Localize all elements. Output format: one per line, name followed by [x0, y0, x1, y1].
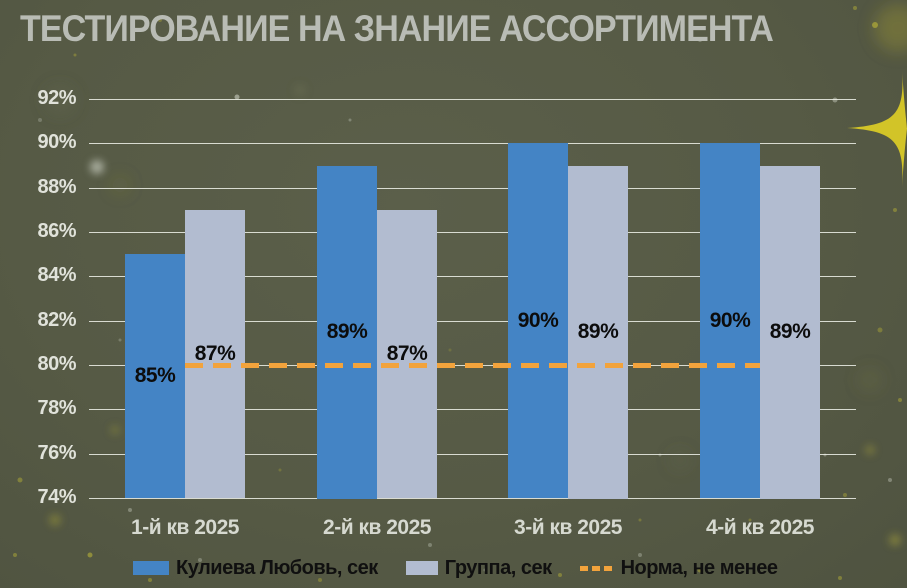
- bar-value-label: 89%: [326, 320, 368, 343]
- norm-target-line: [185, 363, 760, 368]
- gridline-74: [89, 498, 856, 499]
- bar-primary-q2: [317, 166, 377, 499]
- gridline-90: [89, 143, 856, 144]
- gridline-76: [89, 454, 856, 455]
- y-axis-tick-label: 82%: [37, 309, 76, 331]
- legend-item: Норма, не менее: [579, 556, 778, 580]
- legend-color-swatch: [133, 561, 169, 575]
- bar-primary-q1: [125, 254, 185, 498]
- bar-value-label: 87%: [194, 342, 236, 365]
- x-axis-category-label: 1-й кв 2025: [131, 516, 239, 539]
- bar-value-label: 89%: [769, 320, 811, 343]
- x-axis-category-label: 3-й кв 2025: [514, 516, 622, 539]
- chart-legend: Кулиева Любовь, сек Группа, сек Норма, не …: [133, 553, 778, 583]
- legend-label: Норма, не менее: [620, 556, 778, 579]
- y-axis-tick-label: 88%: [37, 176, 76, 198]
- bar-value-label: 89%: [577, 320, 619, 343]
- legend-item: Группа, сек: [405, 556, 552, 580]
- gridline-92: [89, 99, 856, 100]
- bar-value-label: 90%: [709, 309, 751, 332]
- legend-color-swatch: [405, 561, 438, 575]
- bar-value-label: 85%: [134, 364, 176, 387]
- bar-value-label: 87%: [386, 342, 428, 365]
- bar-secondary-q4: [760, 166, 820, 499]
- bar-secondary-q3: [568, 166, 628, 499]
- gridline-78: [89, 409, 856, 410]
- gridline-84: [89, 276, 856, 277]
- bar-secondary-q2: [377, 210, 437, 498]
- x-axis-category-label: 2-й кв 2025: [323, 516, 431, 539]
- page-title: ТЕСТИРОВАНИЕ НА ЗНАНИЕ АССОРТИМЕНТА: [20, 8, 774, 49]
- y-axis-tick-label: 76%: [37, 442, 76, 464]
- y-axis-tick-label: 74%: [37, 486, 76, 508]
- y-axis-tick-label: 92%: [37, 87, 76, 109]
- gridline-88: [89, 188, 856, 189]
- y-axis-tick-label: 86%: [37, 220, 76, 242]
- y-axis-tick-label: 80%: [37, 353, 76, 375]
- x-axis-category-label: 4-й кв 2025: [706, 516, 814, 539]
- legend-label: Группа, сек: [444, 556, 552, 579]
- bar-primary-q3: [508, 143, 568, 498]
- y-axis-tick-label: 84%: [37, 264, 76, 286]
- gridline-86: [89, 232, 856, 233]
- y-axis-tick-label: 90%: [37, 131, 76, 153]
- y-axis-tick-label: 78%: [37, 397, 76, 419]
- legend-item: Кулиева Любовь, сек: [133, 557, 378, 580]
- legend-label: Кулиева Любовь, сек: [176, 556, 378, 579]
- gridline-82: [89, 321, 856, 322]
- legend-dashed-line-swatch: [579, 565, 614, 571]
- bar-primary-q4: [700, 143, 760, 498]
- bar-value-label: 90%: [517, 309, 559, 332]
- bar-secondary-q1: [185, 210, 245, 498]
